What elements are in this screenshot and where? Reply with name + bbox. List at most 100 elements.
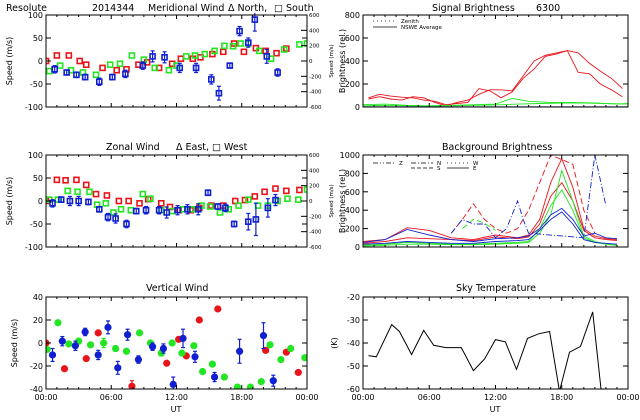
data-point bbox=[135, 329, 144, 337]
data-point bbox=[132, 207, 140, 215]
y-tick-label: -60 bbox=[347, 385, 360, 394]
y-tick-label: 800 bbox=[345, 11, 360, 20]
y-tick-label: 400 bbox=[345, 57, 360, 66]
data-point bbox=[73, 176, 80, 184]
y-tick-label: 400 bbox=[345, 206, 360, 215]
data-point bbox=[169, 380, 177, 388]
data-point bbox=[104, 323, 112, 331]
y2-tick-label: -600 bbox=[309, 245, 322, 251]
data-point bbox=[82, 355, 90, 363]
data-point bbox=[85, 198, 92, 206]
data-point bbox=[95, 78, 103, 85]
y-tick-label: 100 bbox=[28, 151, 43, 160]
y-tick-label: 800 bbox=[345, 169, 360, 178]
data-point bbox=[159, 344, 168, 353]
data-point bbox=[147, 195, 154, 202]
data-point bbox=[71, 342, 79, 350]
y-tick-label: 0 bbox=[38, 57, 43, 66]
plot-area bbox=[363, 154, 618, 247]
y-tick-label: 0 bbox=[355, 103, 360, 112]
y-tick-label: 200 bbox=[345, 80, 360, 89]
legend-label: E bbox=[473, 166, 477, 172]
data-point bbox=[178, 349, 186, 357]
data-point bbox=[94, 329, 102, 337]
data-point bbox=[139, 190, 147, 198]
data-point bbox=[214, 203, 222, 210]
data-point bbox=[165, 66, 173, 74]
y-tick-label: 40 bbox=[33, 293, 43, 302]
data-point bbox=[163, 359, 171, 367]
data-point bbox=[112, 215, 119, 222]
data-point bbox=[230, 220, 238, 228]
data-point bbox=[110, 209, 117, 216]
data-point bbox=[280, 46, 288, 53]
data-point bbox=[191, 52, 199, 59]
data-point bbox=[264, 204, 272, 212]
data-point bbox=[206, 203, 214, 210]
data-point bbox=[191, 353, 199, 361]
y-tick-label: 0 bbox=[38, 339, 43, 348]
data-point bbox=[64, 187, 72, 195]
data-point bbox=[53, 52, 61, 59]
data-point bbox=[102, 200, 110, 207]
data-point bbox=[274, 69, 281, 76]
data-point bbox=[104, 213, 112, 221]
data-point bbox=[155, 206, 163, 214]
data-point bbox=[56, 62, 64, 69]
y-tick-label: 20 bbox=[33, 316, 43, 325]
y-tick-label: 50 bbox=[33, 174, 43, 183]
data-point bbox=[128, 382, 136, 389]
signal-brightness-panel: Signal Brightness 6300 Brightness (rel.)… bbox=[338, 3, 629, 112]
data-point bbox=[240, 48, 248, 56]
data-point bbox=[81, 73, 89, 81]
data-point bbox=[109, 73, 116, 81]
y-axis-label: Brightness (rel.) bbox=[338, 169, 347, 233]
data-point bbox=[74, 188, 81, 196]
y-tick-label: 0 bbox=[355, 243, 360, 252]
y-tick-label: 0 bbox=[38, 197, 43, 206]
data-point bbox=[303, 186, 307, 193]
y-tick-label: -20 bbox=[347, 293, 360, 302]
legend-label: W bbox=[473, 161, 479, 167]
data-point bbox=[192, 64, 200, 72]
legend-label: Zenith bbox=[401, 19, 419, 25]
vertical-title: Vertical Wind bbox=[146, 283, 208, 294]
data-point bbox=[125, 197, 132, 205]
skytemp-title: Sky Temperature bbox=[456, 283, 536, 294]
data-point bbox=[301, 354, 307, 362]
background-title: Background Brightness bbox=[442, 142, 552, 153]
data-point bbox=[208, 202, 215, 209]
x-tick-label: 06:00 bbox=[418, 393, 441, 402]
data-point bbox=[216, 209, 224, 216]
data-point bbox=[58, 337, 66, 345]
meridional-wind-panel: Resolute 2014344 Meridional Wind Δ North… bbox=[5, 3, 335, 112]
data-point bbox=[63, 69, 70, 76]
y-tick-label: -50 bbox=[30, 220, 43, 229]
data-point bbox=[236, 27, 243, 35]
data-point bbox=[208, 360, 216, 368]
y2-tick-label: 600 bbox=[309, 13, 320, 19]
data-point bbox=[211, 47, 218, 55]
data-point bbox=[184, 205, 191, 213]
x-axis-label: UT bbox=[171, 405, 182, 414]
data-point bbox=[199, 367, 207, 376]
data-point bbox=[179, 334, 187, 342]
data-point bbox=[113, 66, 120, 74]
x-tick-label: 12:00 bbox=[165, 393, 188, 402]
data-point bbox=[237, 40, 244, 47]
x-tick-label: 00:00 bbox=[295, 393, 318, 402]
east-legend: Δ East, bbox=[176, 142, 209, 153]
y2-tick-label: 200 bbox=[309, 44, 320, 50]
data-point bbox=[86, 188, 93, 196]
data-point bbox=[283, 187, 290, 195]
y2-tick-label: 400 bbox=[309, 28, 320, 34]
data-point bbox=[73, 71, 80, 79]
x-tick-label: 18:00 bbox=[230, 393, 253, 402]
data-point bbox=[284, 195, 291, 202]
signal-title: Signal Brightness bbox=[432, 3, 515, 14]
series-line-blue-E2 bbox=[363, 207, 618, 243]
data-point bbox=[221, 42, 228, 50]
x-tick-label: 12:00 bbox=[484, 393, 507, 402]
station-label: Resolute bbox=[6, 3, 47, 14]
data-point bbox=[114, 364, 122, 372]
